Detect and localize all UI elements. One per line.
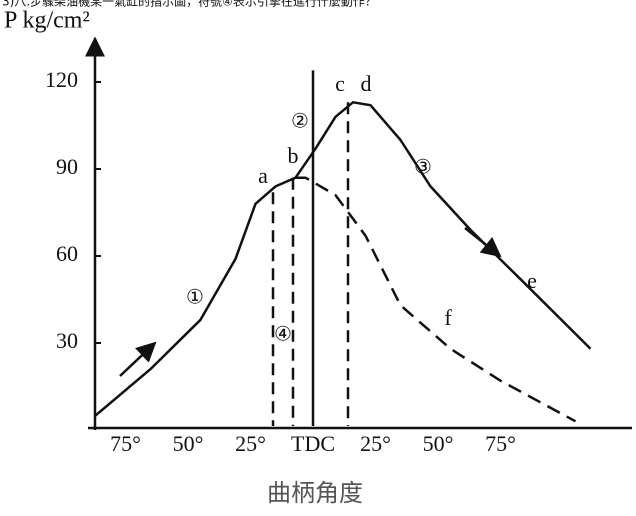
- y-tick-label: 120: [45, 67, 78, 92]
- x-tick-label: 75°: [110, 431, 141, 456]
- annotation: e: [527, 268, 537, 293]
- series-line: [94, 101, 592, 417]
- annotation: a: [258, 163, 268, 188]
- y-axis-label: P kg/cm²: [4, 8, 90, 34]
- x-axis-label: 曲柄角度: [267, 479, 363, 507]
- y-tick-label: 90: [56, 154, 78, 179]
- caption: 3)八.步驟柴油機某一氣缸的指示圖，符號④表示引擎在進行什麼動作？: [2, 0, 377, 9]
- x-tick-label: 50°: [173, 431, 204, 456]
- x-tick-label: TDC: [291, 431, 335, 456]
- annotation: ③: [414, 155, 432, 179]
- annotation: ④: [274, 322, 292, 346]
- x-tick-label: 25°: [360, 431, 391, 456]
- x-tick-label: 25°: [235, 431, 266, 456]
- y-tick-label: 30: [56, 328, 78, 353]
- series-line: [295, 176, 577, 423]
- annotation: f: [444, 305, 452, 330]
- x-tick-label: 75°: [485, 431, 516, 456]
- x-tick-label: 50°: [423, 431, 454, 456]
- arrow: [119, 341, 157, 377]
- annotation: c: [335, 71, 345, 96]
- annotation: ①: [186, 285, 204, 309]
- annotation: d: [361, 71, 372, 96]
- annotation: b: [288, 143, 299, 168]
- y-tick-label: 60: [56, 241, 78, 266]
- annotation: ②: [291, 109, 309, 133]
